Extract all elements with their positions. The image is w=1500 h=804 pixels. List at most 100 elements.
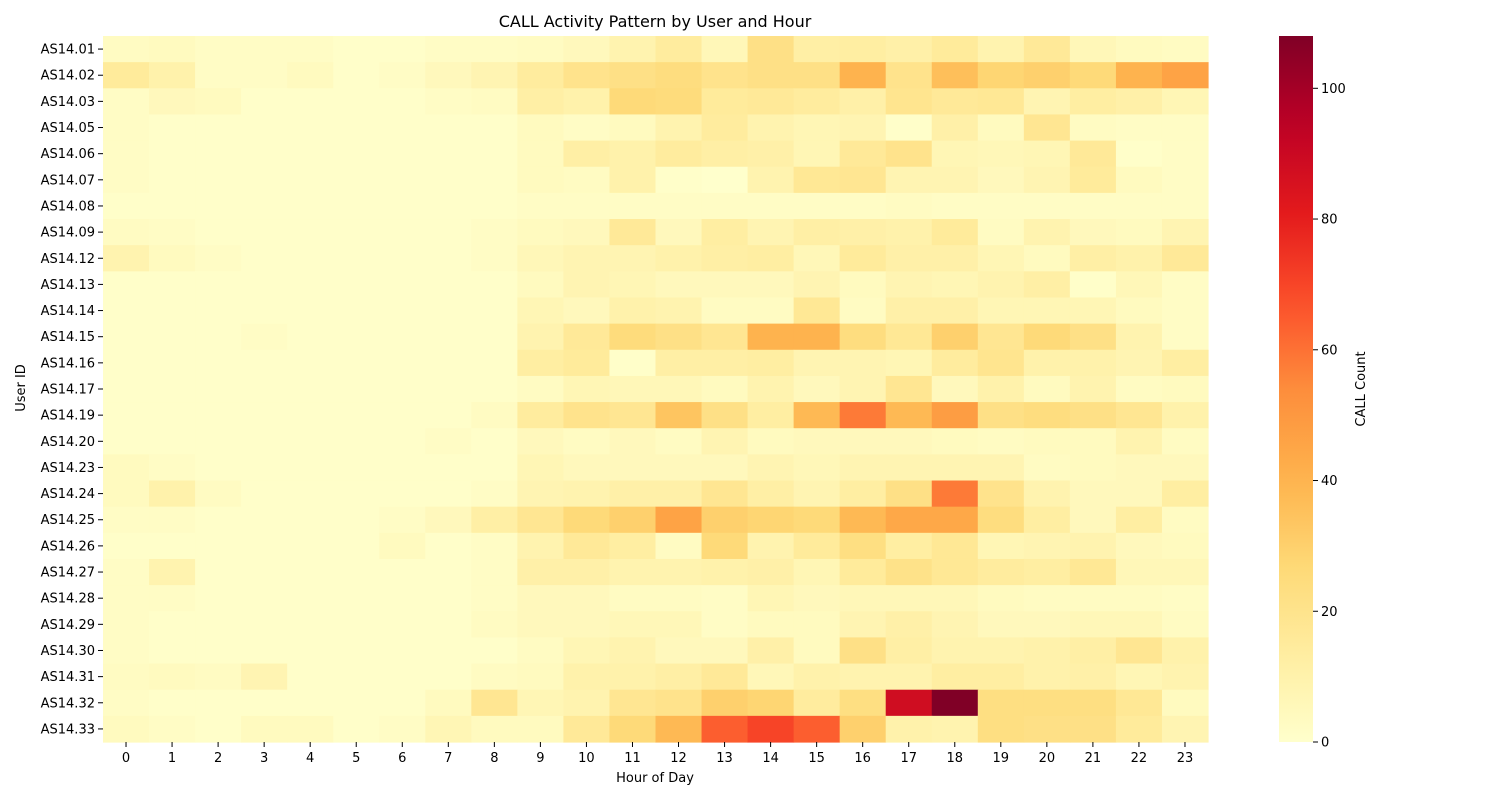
heatmap-cell xyxy=(839,375,887,403)
heatmap-cell xyxy=(425,323,472,351)
heatmap-cell xyxy=(1069,62,1117,89)
heatmap-cell xyxy=(747,140,795,168)
heatmap-cell xyxy=(333,192,380,220)
heatmap-cell xyxy=(839,585,887,612)
heatmap-cell xyxy=(701,454,749,482)
heatmap-cell xyxy=(701,271,749,299)
heatmap-cell xyxy=(149,532,196,560)
heatmap-cell xyxy=(609,114,657,142)
heatmap-cell xyxy=(103,62,150,89)
heatmap-cell xyxy=(1069,114,1117,142)
heatmap-cell xyxy=(747,88,795,116)
heatmap-cell xyxy=(1069,480,1117,508)
heatmap-cell xyxy=(241,36,288,63)
heatmap-cell xyxy=(103,480,150,508)
heatmap-cell xyxy=(839,663,887,691)
heatmap-cell xyxy=(655,166,703,194)
heatmap-cell xyxy=(103,637,150,665)
heatmap-cell xyxy=(609,349,657,377)
heatmap-cell xyxy=(103,506,150,534)
heatmap-cell xyxy=(1161,611,1209,639)
heatmap-cell xyxy=(1161,585,1209,612)
heatmap-cell xyxy=(287,36,334,63)
heatmap-cell xyxy=(793,454,841,482)
heatmap-cell xyxy=(977,585,1025,612)
heatmap-cell xyxy=(287,637,334,665)
heatmap-cell xyxy=(333,454,380,482)
x-tick-label: 17 xyxy=(900,751,917,766)
heatmap-cell xyxy=(333,532,380,560)
heatmap-cell xyxy=(471,140,518,168)
heatmap-cell xyxy=(609,611,657,639)
heatmap-cell xyxy=(793,114,841,142)
heatmap-cell xyxy=(655,36,703,63)
heatmap-cell xyxy=(977,36,1025,63)
heatmap-cell xyxy=(563,480,611,508)
heatmap-cell xyxy=(1069,689,1117,717)
heatmap-cell xyxy=(1161,140,1209,168)
heatmap-cell xyxy=(747,428,795,455)
heatmap-cell xyxy=(517,506,565,534)
heatmap-cell xyxy=(287,611,334,639)
heatmap-cell xyxy=(977,506,1025,534)
heatmap-cell xyxy=(793,349,841,377)
heatmap-cell xyxy=(425,611,472,639)
heatmap-cell xyxy=(241,689,288,717)
heatmap-cell xyxy=(839,558,887,586)
heatmap-cell xyxy=(839,637,887,665)
heatmap-cell xyxy=(333,297,380,325)
heatmap-cell xyxy=(1161,349,1209,377)
heatmap-cell xyxy=(793,402,841,429)
heatmap-cell xyxy=(1069,402,1117,429)
heatmap-cell xyxy=(931,637,979,665)
heatmap-cell xyxy=(103,349,150,377)
heatmap-cell xyxy=(931,428,979,455)
heatmap-cell xyxy=(701,689,749,717)
heatmap-cell xyxy=(1161,663,1209,691)
x-tick-label: 7 xyxy=(444,751,452,766)
colorbar-tick-label: 80 xyxy=(1321,213,1338,228)
heatmap-cell xyxy=(701,323,749,351)
heatmap-cell xyxy=(1115,323,1163,351)
heatmap-cell xyxy=(655,297,703,325)
heatmap-cell xyxy=(931,297,979,325)
heatmap-cell xyxy=(379,349,426,377)
heatmap-cell xyxy=(609,36,657,63)
heatmap-cell xyxy=(195,271,242,299)
heatmap-cell xyxy=(1069,585,1117,612)
heatmap-cell xyxy=(1069,219,1117,246)
heatmap-cell xyxy=(1161,375,1209,403)
x-tick-label: 10 xyxy=(578,751,595,766)
heatmap-cell xyxy=(425,219,472,246)
heatmap-cell xyxy=(701,532,749,560)
heatmap-cell xyxy=(149,114,196,142)
y-tick-label: AS14.26 xyxy=(41,539,95,554)
heatmap-cell xyxy=(1115,480,1163,508)
heatmap-cell xyxy=(241,88,288,116)
heatmap-cell xyxy=(149,36,196,63)
x-tick-label: 4 xyxy=(306,751,314,766)
heatmap-cell xyxy=(333,689,380,717)
heatmap-cell xyxy=(1023,715,1071,743)
heatmap-cell xyxy=(655,245,703,272)
heatmap-cell xyxy=(1115,166,1163,194)
heatmap-cell xyxy=(839,428,887,455)
heatmap-cell xyxy=(471,558,518,586)
heatmap-cell xyxy=(563,114,611,142)
heatmap-cell xyxy=(1161,323,1209,351)
heatmap-cell xyxy=(379,323,426,351)
heatmap-cell xyxy=(609,245,657,272)
heatmap-cell xyxy=(931,140,979,168)
heatmap-cell xyxy=(793,323,841,351)
y-tick-label: AS14.24 xyxy=(41,487,95,502)
heatmap-cell xyxy=(931,532,979,560)
heatmap-cell xyxy=(609,454,657,482)
heatmap-cell xyxy=(793,506,841,534)
heatmap-cell xyxy=(655,637,703,665)
heatmap-cell xyxy=(333,558,380,586)
heatmap-cell xyxy=(885,114,933,142)
heatmap-cell xyxy=(931,585,979,612)
heatmap-cell xyxy=(563,375,611,403)
heatmap-cell xyxy=(977,349,1025,377)
